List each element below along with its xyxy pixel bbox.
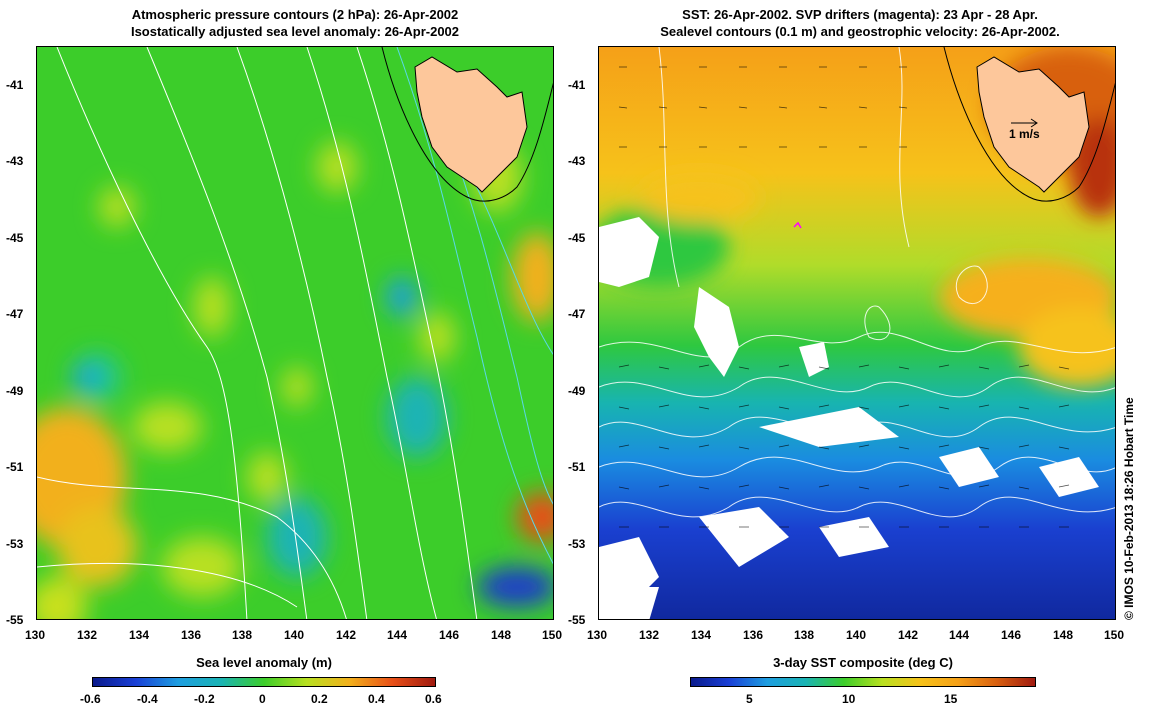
sla-colorbar — [92, 677, 436, 687]
sea-level-anomaly-map — [36, 46, 554, 620]
lon-tick: 140 — [846, 628, 867, 642]
lon-tick: 132 — [639, 628, 660, 642]
geostrophic-velocity-arrows — [618, 66, 1070, 528]
lon-tick: 150 — [542, 628, 563, 642]
sst-cbar-tick: 5 — [746, 692, 753, 706]
cloud-mask — [599, 217, 1099, 619]
sst-colorbar — [690, 677, 1036, 687]
lon-tick: 140 — [284, 628, 305, 642]
lon-tick: 134 — [691, 628, 712, 642]
lat-tick: -43 — [568, 154, 586, 168]
left-title-line1: Atmospheric pressure contours (2 hPa): 2… — [131, 7, 459, 22]
lon-tick: 150 — [1104, 628, 1125, 642]
lat-tick: -47 — [6, 307, 24, 321]
lat-tick: -41 — [6, 78, 24, 92]
lon-tick: 148 — [491, 628, 512, 642]
lon-tick: 134 — [129, 628, 150, 642]
drifter-track — [793, 221, 802, 229]
sealevel-contours — [599, 47, 1115, 518]
lon-tick: 144 — [949, 628, 970, 642]
lon-tick: 144 — [387, 628, 408, 642]
lat-tick: -53 — [568, 537, 586, 551]
pressure-contours-cyan — [396, 47, 553, 565]
lon-tick: 142 — [336, 628, 357, 642]
sla-cbar-tick: 0.6 — [425, 692, 442, 706]
lat-tick: -43 — [6, 154, 24, 168]
sst-map-svg — [599, 47, 1115, 619]
right-title-line2: Sealevel contours (0.1 m) and geostrophi… — [660, 24, 1060, 39]
lat-tick: -51 — [568, 460, 586, 474]
sla-cbar-tick: -0.4 — [137, 692, 158, 706]
lat-tick: -47 — [568, 307, 586, 321]
lat-tick: -49 — [568, 384, 586, 398]
sla-cbar-tick: -0.6 — [80, 692, 101, 706]
sst-cbar-tick: 15 — [944, 692, 958, 706]
velocity-scale-label: 1 m/s — [1009, 127, 1040, 141]
left-title-line2: Isostatically adjusted sea level anomaly… — [130, 24, 460, 39]
lat-tick: -49 — [6, 384, 24, 398]
sla-cbar-tick: 0.4 — [368, 692, 385, 706]
sla-field — [37, 142, 553, 619]
sla-map-svg — [37, 47, 553, 619]
lon-tick: 132 — [77, 628, 98, 642]
lon-tick: 136 — [181, 628, 202, 642]
lon-tick: 138 — [794, 628, 815, 642]
lat-tick: -55 — [568, 613, 586, 627]
sla-cbar-tick: -0.2 — [194, 692, 215, 706]
sst-cbar-tick: 10 — [842, 692, 856, 706]
lon-tick: 130 — [25, 628, 46, 642]
lon-tick: 146 — [439, 628, 460, 642]
right-title-line1: SST: 26-Apr-2002. SVP drifters (magenta)… — [682, 7, 1038, 22]
sla-cbar-tick: 0 — [259, 692, 266, 706]
tasmania-land-sst — [943, 47, 1115, 202]
lon-tick: 130 — [587, 628, 608, 642]
lon-tick: 142 — [898, 628, 919, 642]
right-title: SST: 26-Apr-2002. SVP drifters (magenta)… — [580, 6, 1140, 40]
lat-tick: -51 — [6, 460, 24, 474]
pressure-contours — [37, 47, 478, 619]
tasmania-land — [381, 47, 553, 202]
credit-text: © IMOS 10-Feb-2013 18:26 Hobart Time — [1122, 397, 1136, 620]
lat-tick: -53 — [6, 537, 24, 551]
sst-colorbar-label: 3-day SST composite (deg C) — [773, 655, 953, 670]
velocity-scale-arrow — [1011, 118, 1038, 128]
left-title: Atmospheric pressure contours (2 hPa): 2… — [36, 6, 554, 40]
lon-tick: 148 — [1053, 628, 1074, 642]
sla-colorbar-label: Sea level anomaly (m) — [196, 655, 332, 670]
lat-tick: -41 — [568, 78, 586, 92]
sst-map: 1 m/s — [598, 46, 1116, 620]
lat-tick: -45 — [6, 231, 24, 245]
lon-tick: 146 — [1001, 628, 1022, 642]
lat-tick: -45 — [568, 231, 586, 245]
sla-cbar-tick: 0.2 — [311, 692, 328, 706]
lon-tick: 136 — [743, 628, 764, 642]
lat-tick: -55 — [6, 613, 24, 627]
lon-tick: 138 — [232, 628, 253, 642]
